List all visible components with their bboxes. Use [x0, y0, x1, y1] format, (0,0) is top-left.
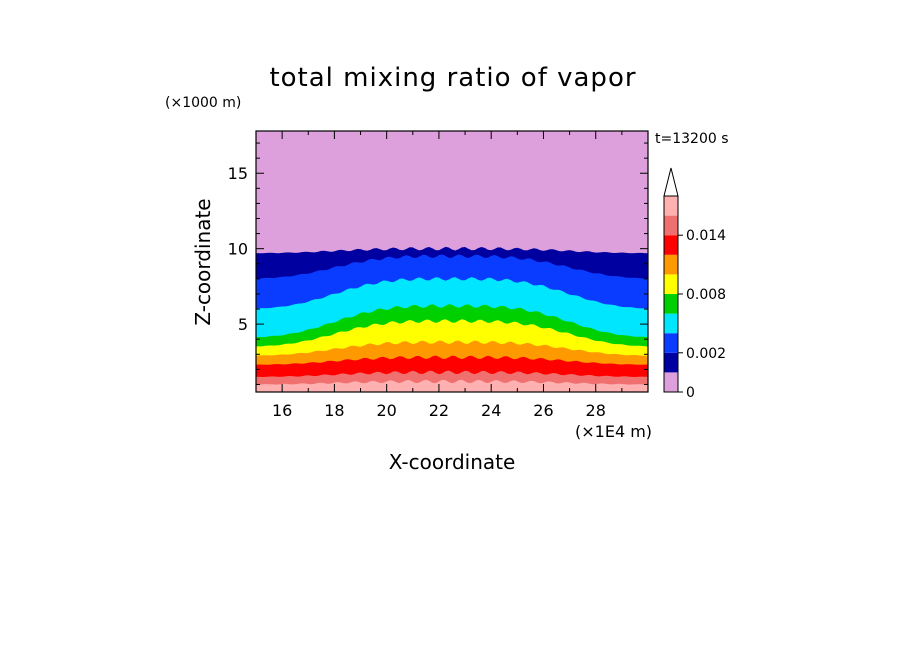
- y-axis-label: Z-coordinate: [191, 198, 215, 325]
- x-tick-label: 18: [324, 401, 344, 420]
- colorbar-swatch: [664, 235, 678, 255]
- time-label: t=13200 s: [655, 131, 729, 147]
- y-tick-label: 5: [238, 315, 248, 334]
- chart-title: total mixing ratio of vapor: [269, 63, 636, 93]
- x-tick-label: 20: [376, 401, 396, 420]
- colorbar-extend-arrow: [663, 167, 679, 197]
- colorbar-tick-label: 0.008: [686, 287, 726, 303]
- x-tick-label: 24: [481, 401, 501, 420]
- colorbar-swatch: [664, 294, 678, 314]
- plot-area: [256, 131, 648, 392]
- colorbar-tick-label: 0: [686, 385, 695, 401]
- x-tick-label: 22: [429, 401, 449, 420]
- y-tick-label: 15: [228, 164, 248, 183]
- colorbar-tick-label: 0.014: [686, 228, 726, 244]
- y-tick-labels: 5 10 15: [228, 164, 248, 334]
- colorbar-swatch: [664, 333, 678, 353]
- colorbar-swatch: [664, 372, 678, 392]
- x-unit-label: (×1E4 m): [575, 422, 652, 441]
- axis-ticks: [255, 131, 649, 392]
- x-tick-label: 16: [272, 401, 292, 420]
- colorbar-swatch: [664, 313, 678, 334]
- x-tick-label: 28: [586, 401, 606, 420]
- colorbar-labels: 0 0.002 0.008 0.014: [678, 228, 726, 401]
- colorbar-swatch: [664, 352, 678, 373]
- x-tick-label: 26: [533, 401, 553, 420]
- colorbar-swatch: [664, 196, 678, 216]
- y-unit-label: (×1000 m): [165, 95, 241, 111]
- colorbar-swatch: [664, 215, 678, 236]
- plot-frame: [255, 130, 649, 393]
- colorbar-swatch: [664, 274, 678, 294]
- colorbar: [663, 167, 679, 393]
- x-tick-labels: 16 18 20 22 24 26 28: [272, 401, 606, 420]
- colorbar-tick-label: 0.002: [686, 346, 726, 362]
- x-axis-label: X-coordinate: [389, 450, 516, 474]
- colorbar-swatch: [664, 254, 678, 275]
- contour-layer-9: [256, 379, 648, 392]
- y-tick-label: 10: [228, 240, 248, 259]
